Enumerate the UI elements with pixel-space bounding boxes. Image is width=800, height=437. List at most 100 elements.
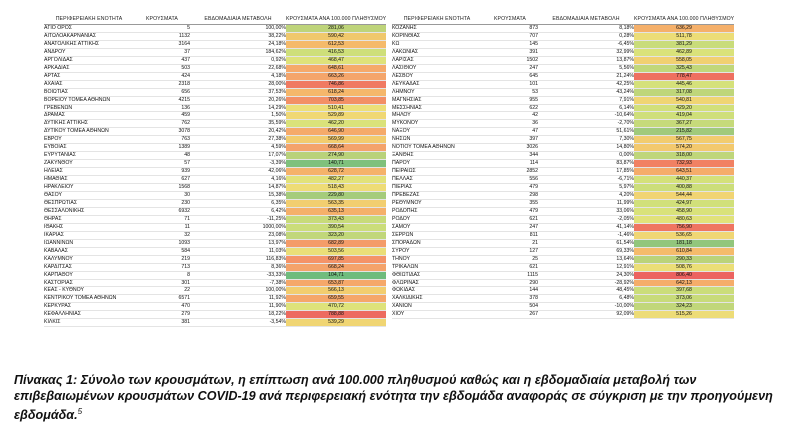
weekly-change-cell: 11,90% [190,302,286,312]
cases-cell: 479 [482,207,538,216]
cases-cell: 145 [482,40,538,49]
weekly-change-cell: 32,99% [538,48,634,57]
table-row: ΚΑΒΑΛΑΣ 584 11,03% 503,56 [44,247,386,256]
table-row: ΦΛΩΡΙΝΑΣ 290 -28,92% 642,13 [392,279,734,288]
incidence-cell: 462,89 [634,48,734,57]
table-row: ΑΡΚΑΔΙΑΣ 503 22,68% 648,61 [44,64,386,73]
incidence-cell: 510,41 [286,104,386,113]
cases-cell: 247 [482,64,538,73]
incidence-cell: 636,29 [634,24,734,33]
weekly-change-cell: 11,92% [190,294,286,304]
weekly-change-cell: 14,29% [190,104,286,113]
incidence-cell: 140,71 [286,159,386,169]
cases-cell: 8 [134,271,190,280]
region-cell: ΒΟΡΕΙΟΥ ΤΟΜΕΑ ΑΘΗΝΩΝ [44,96,134,105]
table-row: ΕΥΡΥΤΑΝΙΑΣ 48 17,07% 274,90 [44,151,386,161]
region-cell: ΗΡΑΚΛΕΙΟΥ [44,183,134,193]
region-cell: ΣΥΡΟΥ [392,247,482,256]
incidence-cell: 373,06 [634,294,734,304]
table-row: ΘΕΣΣΑΛΟΝΙΚΗΣ 6932 6,42% 635,13 [44,207,386,216]
incidence-cell: 643,51 [634,167,734,177]
cases-cell: 1115 [482,271,538,280]
weekly-change-cell: -3,39% [190,159,286,169]
cases-cell: 101 [482,80,538,89]
region-cell: ΠΕΛΛΑΣ [392,175,482,185]
weekly-change-cell: 42,06% [190,167,286,177]
incidence-cell: 324,23 [634,302,734,312]
cases-cell: 53 [482,88,538,97]
cases-cell: 621 [482,263,538,272]
weekly-change-cell: 41,14% [538,223,634,232]
region-cell: ΑΡΓΟΛΙΔΑΣ [44,56,134,65]
weekly-change-cell: 33,06% [538,207,634,216]
region-cell: ΚΟΡΙΝΘΙΑΣ [392,32,482,41]
weekly-change-cell: 5,56% [538,64,634,73]
cases-cell: 301 [134,279,190,288]
cases-cell: 437 [134,56,190,65]
weekly-change-cell: 22,68% [190,64,286,73]
cases-cell: 503 [134,64,190,73]
incidence-cell: 697,85 [286,255,386,264]
incidence-cell: 440,37 [634,175,734,185]
incidence-cell: 663,26 [286,72,386,81]
region-cell: ΤΡΙΚΑΛΩΝ [392,263,482,272]
incidence-cell: 682,89 [286,239,386,248]
region-cell: ΡΕΘΥΜΝΟΥ [392,199,482,208]
table-row: ΑΝΑΤΟΛΙΚΗΣ ΑΤΤΙΚΗΣ 3164 24,18% 612,53 [44,40,386,49]
incidence-cell: 567,75 [634,135,734,145]
cases-cell: 656 [134,88,190,97]
weekly-change-cell: 37,53% [190,88,286,97]
table-row: ΑΡΤΑΣ 424 4,18% 663,26 [44,72,386,81]
incidence-cell: 653,87 [286,279,386,288]
incidence-cell: 215,82 [634,127,734,137]
cases-cell: 504 [482,302,538,312]
incidence-cell: 508,76 [634,263,734,272]
incidence-cell: 558,05 [634,56,734,65]
region-cell: ΑΝΔΡΟΥ [44,48,134,57]
incidence-cell: 323,20 [286,231,386,240]
region-cell: ΔΥΤΙΚΗΣ ΑΤΤΙΚΗΣ [44,119,134,129]
weekly-change-cell: 83,87% [538,159,634,169]
cases-cell: 1132 [134,32,190,41]
cases-cell: 3078 [134,127,190,137]
region-cell: ΠΑΡΟΥ [392,159,482,169]
table-row: ΗΜΑΘΙΑΣ 627 4,16% 482,27 [44,175,386,185]
region-cell: ΛΕΣΒΟΥ [392,72,482,81]
region-cell: ΠΙΕΡΙΑΣ [392,183,482,193]
weekly-change-cell: 14,87% [190,183,286,193]
weekly-change-cell: 7,30% [538,135,634,145]
table-caption: Πίνακας 1: Σύνολο των κρουσμάτων, η επίπ… [14,372,774,423]
cases-cell: 873 [482,24,538,33]
table-row: ΞΑΝΘΗΣ 344 0,00% 318,00 [392,151,734,161]
cases-cell: 127 [482,247,538,256]
region-cell: ΜΑΓΝΗΣΙΑΣ [392,96,482,105]
cases-cell: 48 [134,151,190,161]
region-cell: ΝΟΤΙΟΥ ΤΟΜΕΑ ΑΘΗΝΩΝ [392,143,482,153]
weekly-change-cell: 1,50% [190,111,286,121]
incidence-cell: 381,29 [634,40,734,49]
region-cell: ΜΕΣΣΗΝΙΑΣ [392,104,482,113]
cases-cell: 114 [482,159,538,169]
col-header-incidence: ΚΡΟΥΣΜΑΤΑ ΑΝΑ 100.000 ΠΛΗΘΥΣΜΟΥ [634,14,734,25]
weekly-change-cell: 6,48% [538,294,634,304]
col-header-incidence: ΚΡΟΥΣΜΑΤΑ ΑΝΑ 100.000 ΠΛΗΘΥΣΜΟΥ [286,14,386,25]
incidence-cell: 646,90 [286,127,386,137]
cases-cell: 1502 [482,56,538,65]
cases-cell: 144 [482,286,538,296]
cases-cell: 459 [134,111,190,121]
incidence-cell: 778,47 [634,72,734,81]
table-row: ΚΕΡΚΥΡΑΣ 470 11,90% 470,72 [44,302,386,312]
weekly-change-cell: 4,59% [190,143,286,153]
cases-cell: 6932 [134,207,190,216]
table-header-row: ΠΕΡΙΦΕΡΕΙΑΚΗ ΕΝΟΤΗΤΑ ΚΡΟΥΣΜΑΤΑ ΕΒΔΟΜΑΔΙΑ… [44,14,386,25]
table-row: ΠΕΙΡΑΙΩΣ 2852 17,85% 643,51 [392,167,734,177]
weekly-change-cell: -10,64% [538,111,634,121]
region-cell: ΛΑΡΙΣΑΣ [392,56,482,65]
table-row: ΔΥΤΙΚΗΣ ΑΤΤΙΚΗΣ 762 35,59% 462,20 [44,119,386,129]
weekly-change-cell: 4,16% [190,175,286,185]
region-cell: ΑΓΙΟ ΟΡΟΣ [44,24,134,33]
table-row: ΚΕΑΣ - ΚΥΘΝΟΥ 22 100,00% 566,13 [44,286,386,296]
weekly-change-cell: 100,00% [190,24,286,33]
region-cell: ΞΑΝΘΗΣ [392,151,482,161]
weekly-change-cell: 38,22% [190,32,286,41]
